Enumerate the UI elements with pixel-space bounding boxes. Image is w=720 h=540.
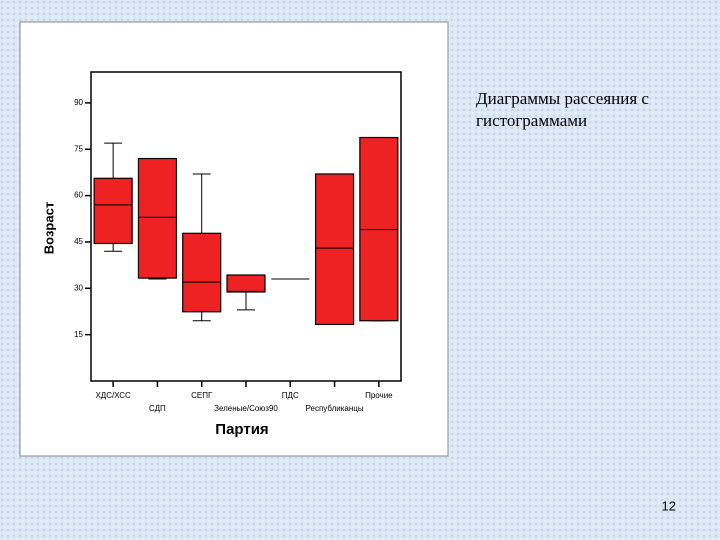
x-axis-label: Партия xyxy=(215,421,268,438)
y-tick-label: 30 xyxy=(74,283,83,292)
x-tick-label: Прочие xyxy=(365,391,393,400)
box xyxy=(182,232,222,313)
caption-text-line2: гистограммами xyxy=(476,111,587,130)
y-tick-label: 60 xyxy=(74,191,83,200)
x-tick-label: СЕПГ xyxy=(191,391,213,400)
x-tick-label: СДП xyxy=(149,404,166,413)
box xyxy=(226,274,266,293)
caption: Диаграммы рассеяния с гистограммами xyxy=(476,89,649,130)
y-axis-label: Возраст xyxy=(41,202,56,254)
page-number: 12 xyxy=(662,498,676,513)
y-tick-label: 45 xyxy=(74,237,83,246)
y-tick-label: 90 xyxy=(74,98,83,107)
x-tick-label: ХДС/ХСС xyxy=(95,391,131,400)
box xyxy=(137,157,178,279)
box xyxy=(314,173,355,326)
y-tick-label: 75 xyxy=(74,144,83,153)
box xyxy=(93,177,133,245)
x-tick-label: Зеленые/Союз90 xyxy=(214,404,278,413)
x-tick-label: Республиканцы xyxy=(306,404,364,413)
caption-text: Диаграммы рассеяния с xyxy=(476,89,649,108)
x-tick-label: ПДС xyxy=(282,391,299,400)
y-tick-label: 15 xyxy=(74,330,83,339)
